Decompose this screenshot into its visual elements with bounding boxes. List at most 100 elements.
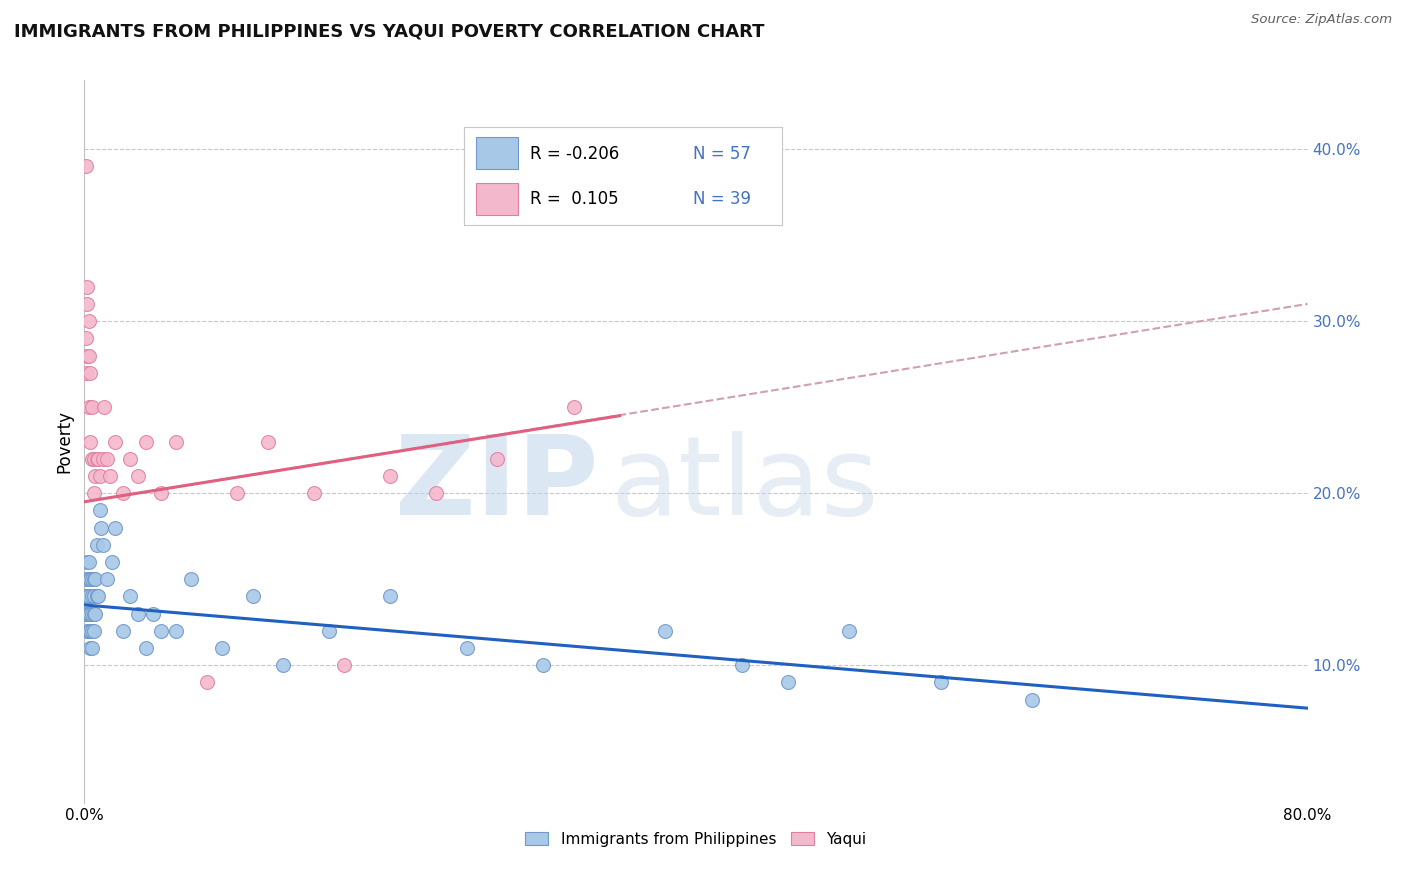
Point — [77, 400, 100, 414]
Point — [149, 624, 172, 638]
Point — [195, 675, 218, 690]
Point — [98, 469, 121, 483]
Point — [165, 434, 187, 449]
Point — [86, 590, 108, 604]
Point — [302, 486, 325, 500]
Point — [776, 675, 799, 690]
Point — [77, 349, 100, 363]
Point — [77, 607, 100, 621]
Point — [75, 572, 97, 586]
Point — [90, 520, 112, 534]
Text: Source: ZipAtlas.com: Source: ZipAtlas.com — [1251, 13, 1392, 27]
Point — [425, 486, 447, 500]
Point — [96, 451, 118, 466]
Point — [89, 469, 111, 483]
Point — [380, 469, 402, 483]
Point — [80, 451, 103, 466]
Text: atlas: atlas — [610, 432, 879, 539]
Point — [84, 607, 107, 621]
Point — [76, 555, 98, 569]
Point — [486, 451, 509, 466]
Point — [83, 624, 105, 638]
Point — [89, 503, 111, 517]
Point — [79, 366, 101, 380]
Point — [104, 520, 127, 534]
Point — [87, 590, 110, 604]
Point — [333, 658, 356, 673]
Point — [91, 451, 114, 466]
Point — [75, 159, 97, 173]
Point — [142, 607, 165, 621]
Point — [83, 486, 105, 500]
Point — [75, 590, 97, 604]
Point — [104, 434, 127, 449]
Point — [76, 297, 98, 311]
Point — [80, 607, 103, 621]
Point — [80, 590, 103, 604]
Point — [83, 451, 105, 466]
Point — [149, 486, 172, 500]
Point — [80, 572, 103, 586]
Point — [127, 607, 149, 621]
Point — [83, 590, 105, 604]
Text: ZIP: ZIP — [395, 432, 598, 539]
Point — [79, 434, 101, 449]
Point — [257, 434, 280, 449]
Point — [380, 590, 402, 604]
Point — [83, 607, 105, 621]
Point — [111, 624, 134, 638]
Point — [838, 624, 860, 638]
Point — [242, 590, 264, 604]
Point — [211, 640, 233, 655]
Point — [101, 555, 124, 569]
Point — [80, 640, 103, 655]
Point — [87, 451, 110, 466]
Point — [93, 400, 115, 414]
Point — [120, 451, 142, 466]
Point — [127, 469, 149, 483]
Point — [111, 486, 134, 500]
Point — [135, 434, 157, 449]
Point — [271, 658, 294, 673]
Point — [75, 331, 97, 345]
Point — [226, 486, 249, 500]
Point — [75, 366, 97, 380]
Point — [76, 279, 98, 293]
Point — [120, 590, 142, 604]
Point — [165, 624, 187, 638]
Point — [84, 572, 107, 586]
Point — [531, 658, 554, 673]
Point — [456, 640, 478, 655]
Point — [76, 590, 98, 604]
Point — [654, 624, 676, 638]
Point — [79, 572, 101, 586]
Point — [83, 572, 105, 586]
Point — [76, 624, 98, 638]
Point — [77, 572, 100, 586]
Point — [79, 640, 101, 655]
Point — [562, 400, 585, 414]
Point — [77, 624, 100, 638]
Point — [86, 538, 108, 552]
Point — [1021, 692, 1043, 706]
Point — [180, 572, 202, 586]
Point — [79, 607, 101, 621]
Point — [929, 675, 952, 690]
Point — [80, 624, 103, 638]
Point — [77, 555, 100, 569]
Point — [84, 469, 107, 483]
Point — [318, 624, 340, 638]
Legend: Immigrants from Philippines, Yaqui: Immigrants from Philippines, Yaqui — [519, 826, 873, 853]
Y-axis label: Poverty: Poverty — [55, 410, 73, 473]
Point — [731, 658, 754, 673]
Point — [76, 607, 98, 621]
Point — [96, 572, 118, 586]
Point — [135, 640, 157, 655]
Point — [79, 624, 101, 638]
Point — [86, 451, 108, 466]
Point — [80, 400, 103, 414]
Point — [77, 590, 100, 604]
Point — [91, 538, 114, 552]
Text: IMMIGRANTS FROM PHILIPPINES VS YAQUI POVERTY CORRELATION CHART: IMMIGRANTS FROM PHILIPPINES VS YAQUI POV… — [14, 22, 765, 40]
Point — [76, 349, 98, 363]
